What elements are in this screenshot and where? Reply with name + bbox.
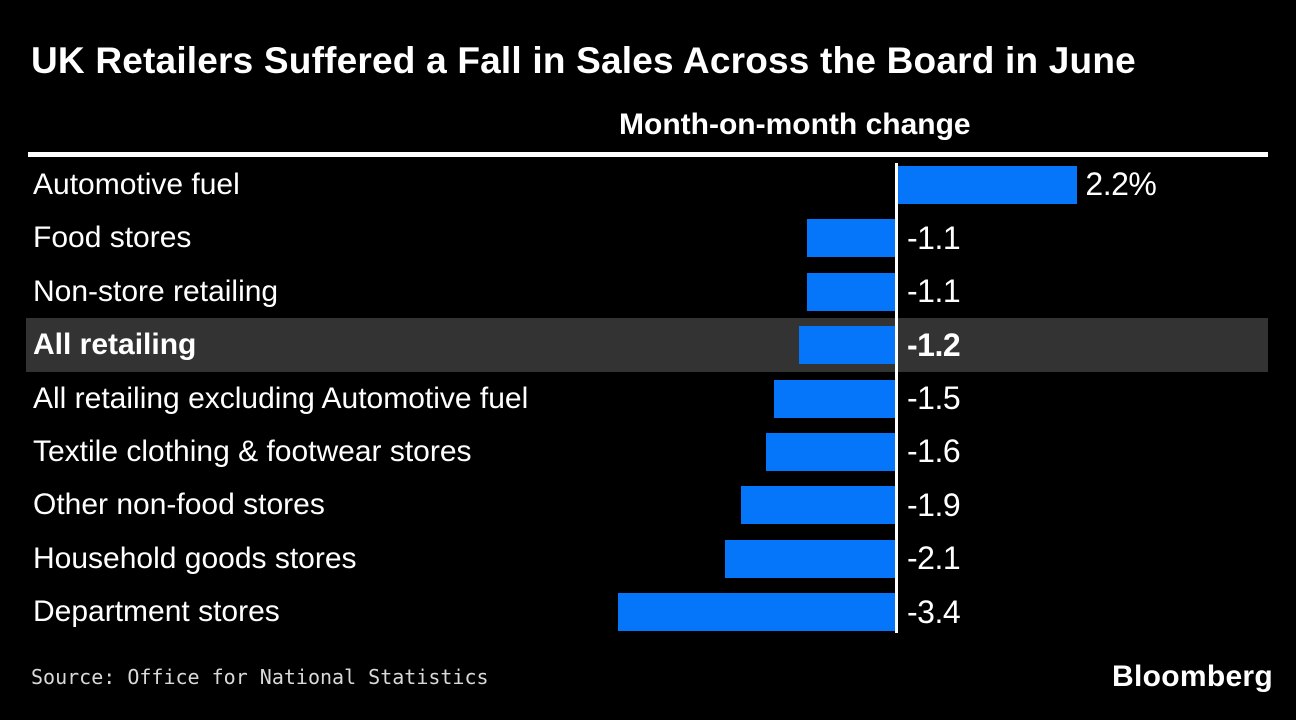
source-credit: Source: Office for National Statistics <box>31 665 489 689</box>
chart-subtitle: Month-on-month change <box>619 108 971 141</box>
zero-axis-line <box>895 163 898 633</box>
bar-chart: Automotive fuel 2.2% Food stores -1.1 Non-st… <box>26 158 1268 640</box>
chart-row: Other non-food stores -1.9 <box>26 479 1268 532</box>
value-label: -1.9 <box>907 486 961 523</box>
category-label: All retailing excluding Automotive fuel <box>33 381 529 415</box>
bar <box>618 593 897 632</box>
chart-row: Automotive fuel 2.2% <box>26 158 1268 211</box>
bar <box>741 486 897 525</box>
chart-row: All retailing -1.2 <box>26 318 1268 372</box>
bar <box>798 326 897 365</box>
category-label: Automotive fuel <box>33 167 240 201</box>
bar <box>806 219 897 258</box>
chart-row: All retailing excluding Automotive fuel -… <box>26 372 1268 425</box>
chart-row: Textile clothing & footwear stores -1.6 <box>26 425 1268 478</box>
bar <box>724 539 897 578</box>
chart-title: UK Retailers Suffered a Fall in Sales Ac… <box>31 40 1136 81</box>
bar <box>897 165 1078 204</box>
category-label: Food stores <box>33 221 192 255</box>
chart-row: Food stores -1.1 <box>26 211 1268 264</box>
value-label: -1.2 <box>907 326 961 363</box>
category-label: Textile clothing & footwear stores <box>33 434 472 468</box>
category-label: Non-store retailing <box>33 274 279 308</box>
value-label: -1.1 <box>907 273 961 310</box>
category-label: All retailing <box>33 328 197 362</box>
bloomberg-logo: Bloomberg <box>1112 660 1274 693</box>
value-label: 2.2% <box>1085 166 1157 203</box>
value-label: -1.5 <box>907 380 961 417</box>
category-label: Household goods stores <box>33 541 357 575</box>
value-label: -1.1 <box>907 219 961 256</box>
chart-row: Non-store retailing -1.1 <box>26 265 1268 318</box>
value-label: -2.1 <box>907 540 961 577</box>
chart-row: Household goods stores -2.1 <box>26 532 1268 585</box>
category-label: Department stores <box>33 595 280 629</box>
bar <box>806 272 897 311</box>
bar <box>765 432 897 471</box>
chart-row: Department stores -3.4 <box>26 586 1268 639</box>
header-divider <box>28 152 1268 157</box>
category-label: Other non-food stores <box>33 488 325 522</box>
value-label: -1.6 <box>907 433 961 470</box>
value-label: -3.4 <box>907 593 961 630</box>
bar <box>774 379 897 418</box>
